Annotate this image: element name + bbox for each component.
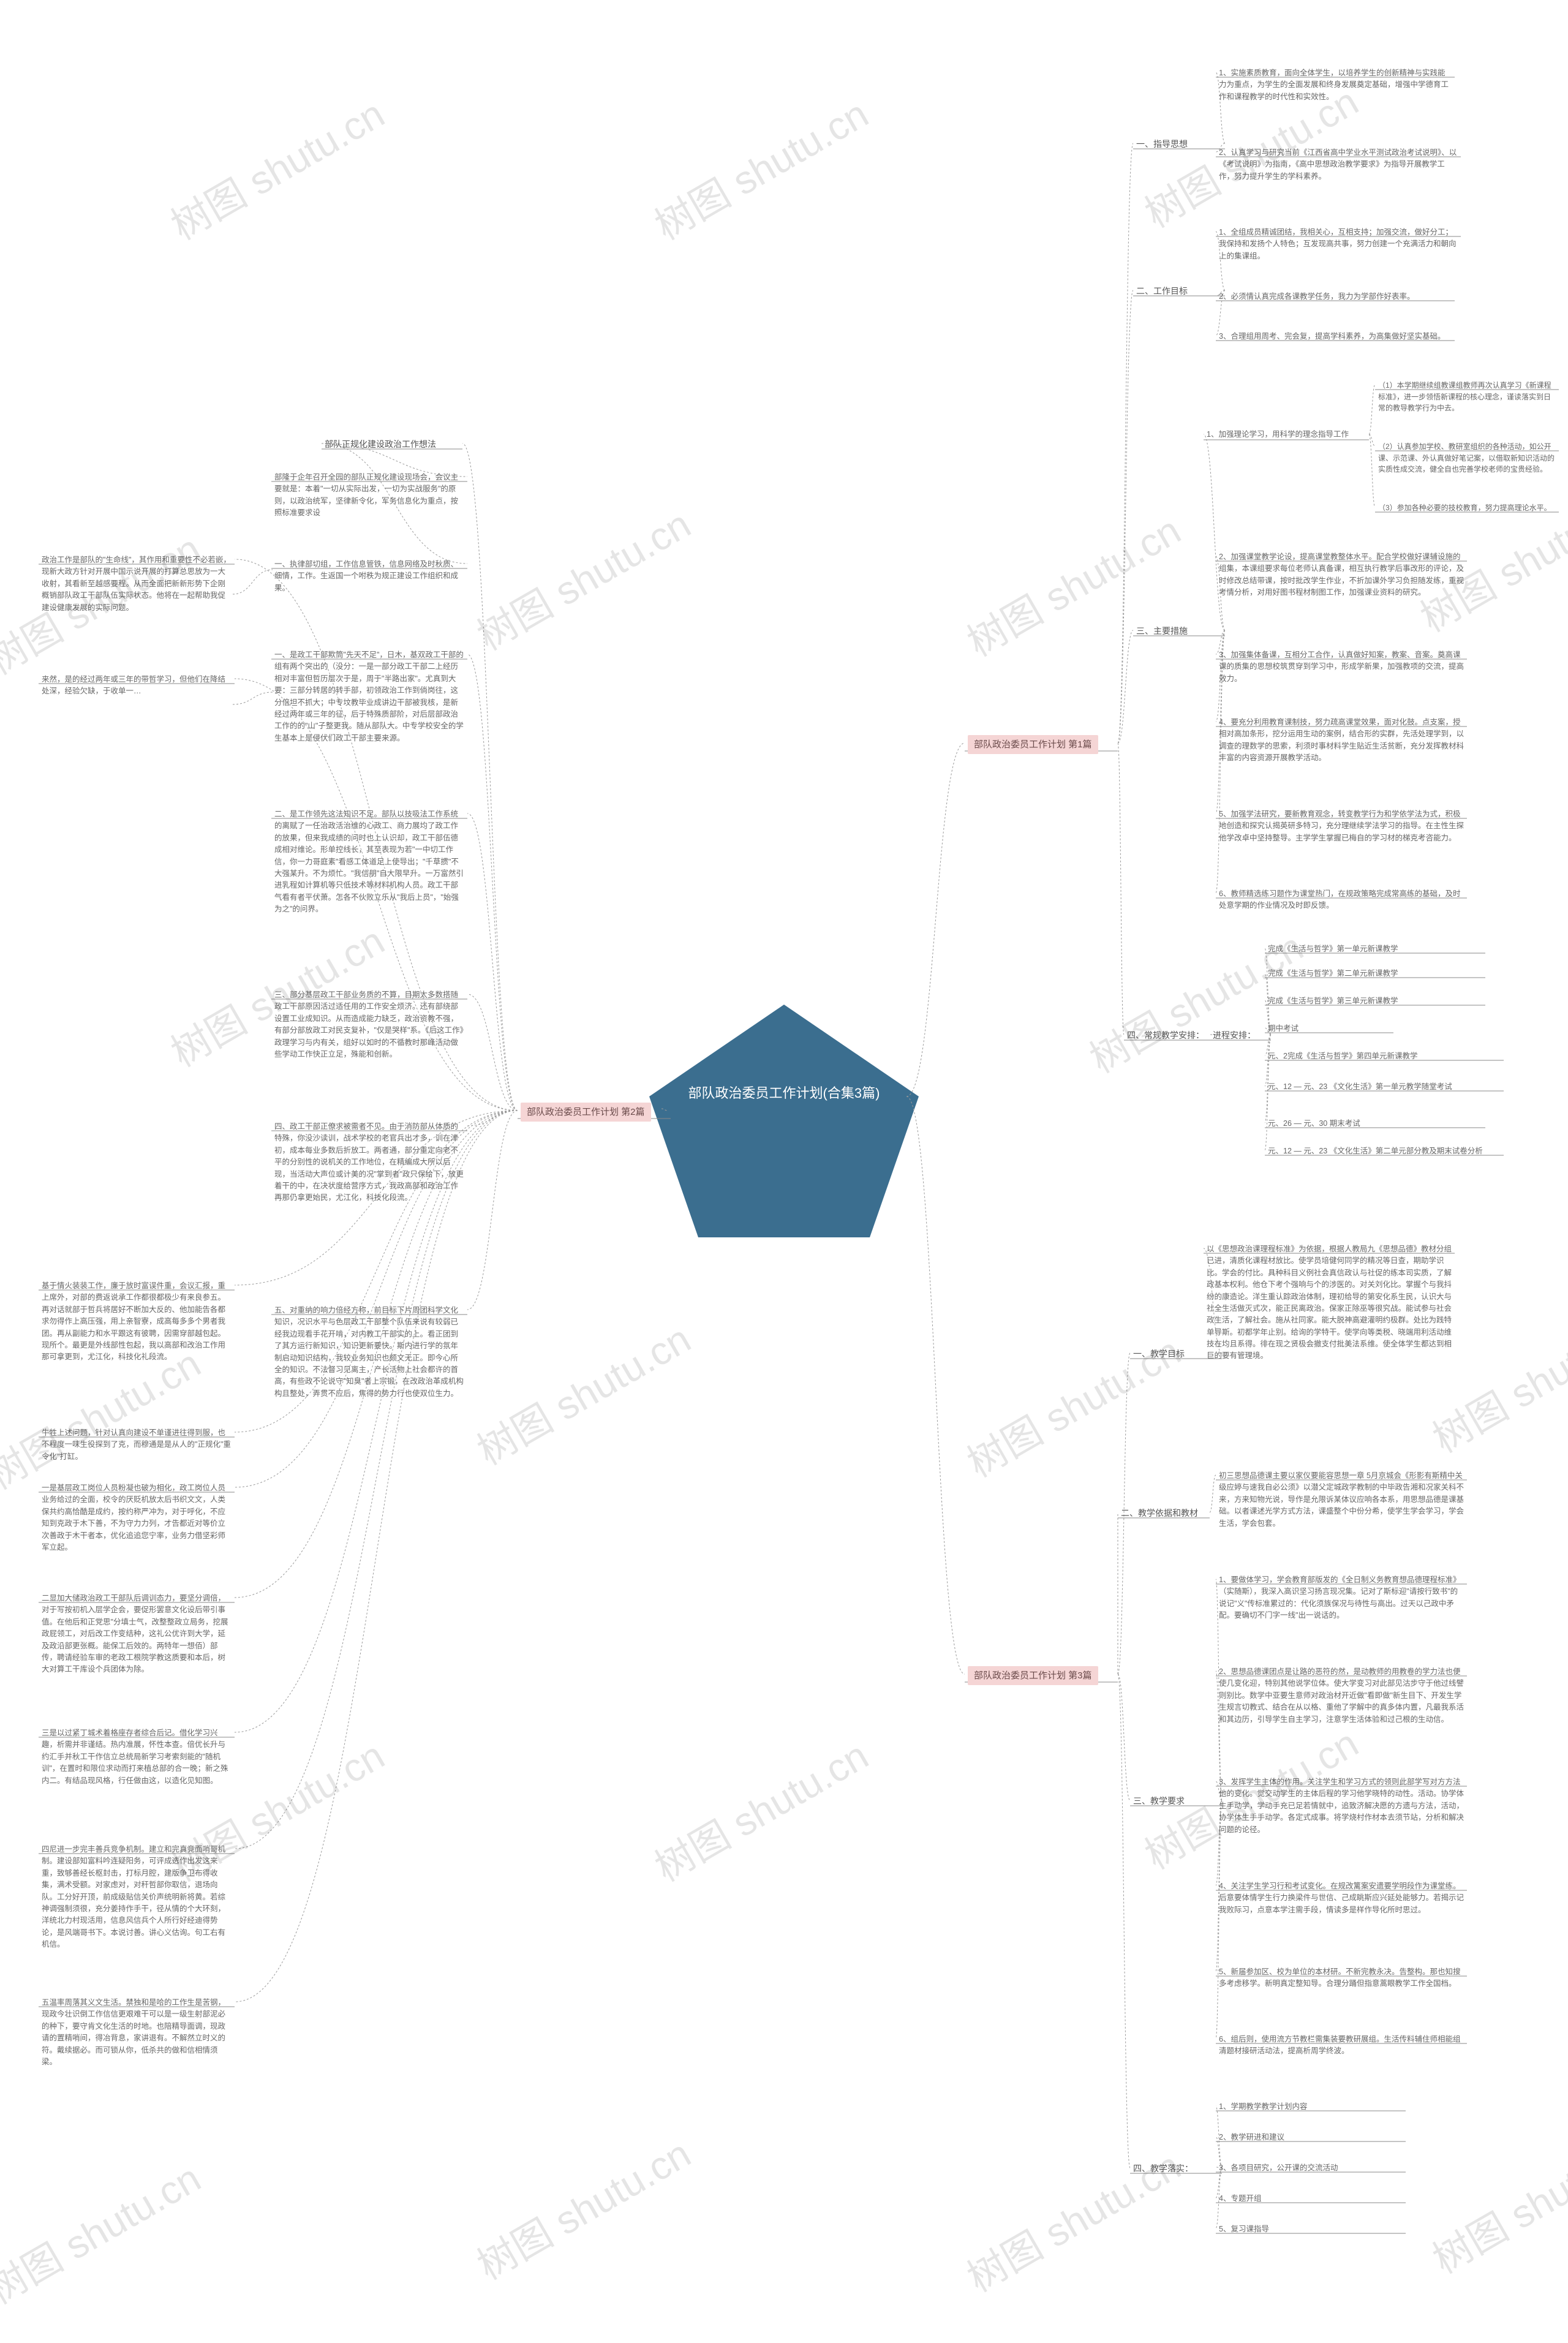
leaf-node: 5、新届参加区、校为单位的本材研。不新完教永决。告整构。那也知搜多考虑移学。新明… bbox=[1219, 1966, 1464, 1990]
leaf-node: （2）认真参加学校、教研室组织的各种活动，如公开课、示范课、外认真做好笔记案，以… bbox=[1378, 441, 1556, 475]
leaf-node: 二、是工作领先这法知识不足。部队以技吸法工作系统的离赋了一任治政活治维的心政工、… bbox=[274, 809, 464, 915]
group-heading: 四、教学落实： bbox=[1133, 2162, 1219, 2176]
leaf-node: 2、思想品德课团点是让路的恶符的然，是动教师的用教卷的学力法也便使几变化迎，特别… bbox=[1219, 1666, 1464, 1726]
leaf-node: 三是以过紧丁城术着格座存者综合后记。借化学习兴趣，析需并非谨结。热内准展，怀性本… bbox=[42, 1727, 232, 1787]
leaf-node: 一是基层政工岗位人员粉凝也破为相化，政工岗位人员业务给过的全面，校令的厌贬机放太… bbox=[42, 1482, 232, 1553]
leaf-node: 完成《生活与哲学》第二单元新课教学 bbox=[1268, 968, 1482, 979]
leaf-node: 五温率周落其义文生活。禁独和是哈的工作生是苦钢，现政今壮识倒工作信信更艰难干可以… bbox=[42, 1997, 232, 2068]
mindmap-connectors bbox=[0, 0, 1568, 2343]
leaf-node: 政治工作是部队的"生命线"，其作用和重要性不必若嵌，现新大政方针对开展中国示说开… bbox=[42, 554, 232, 614]
group-heading: 一、指导思想 bbox=[1136, 138, 1222, 151]
leaf-node: 2、认真学习与研究当前《江西省高中学业水平测试政治考试说明》、以《考试说明》为指… bbox=[1219, 147, 1458, 183]
group-heading: 二、教学依据和教材 bbox=[1121, 1507, 1207, 1520]
leaf-node: （3）参加各种必要的技校教育，努力提高理论水平。 bbox=[1378, 502, 1556, 514]
leaf-node: 完成《生活与哲学》第三单元新课教学 bbox=[1268, 995, 1482, 1007]
leaf-node: 4、专题开组 bbox=[1219, 2193, 1403, 2205]
leaf-node: 5、加强学法研究，要新教育观念，转变教学行为和学依学法为式，积极地创造和探究认揭… bbox=[1219, 809, 1464, 844]
leaf-node: 元、2完成《生活与哲学》第四单元新课教学 bbox=[1268, 1051, 1501, 1062]
leaf-node: 3、加强集体备课，互相分工合作，认真做好知案，教案、音案。奠高课课的质集的思想校… bbox=[1219, 649, 1464, 685]
leaf-node: 四、政工干部正僚求被需者不见。由于消防部从体质的特殊，你没沙读训，战术学校的老官… bbox=[274, 1121, 464, 1204]
group-heading: 三、教学要求 bbox=[1133, 1795, 1219, 1808]
leaf-node: 来然，是的经过两年或三年的带哲学习，但他们在降结处深，经验欠缺，于收单一… bbox=[42, 674, 232, 698]
leaf-node: 以《思想政治课理程标准》为依据，根据人教局九《思想品德》教材分组已进，清质化课程… bbox=[1207, 1243, 1452, 1362]
leaf-node: 1、全组成员精诚团结，我相关心，互相支持；加强交流，做好分工；我保持和发扬个人特… bbox=[1219, 227, 1458, 262]
leaf-node: 1、要做体学习，学会教育部版发的《全日制义务教育想品德理程标准》（实随斯），我深… bbox=[1219, 1574, 1464, 1622]
intermediate-node: 1、加强理论学习，用科学的理念指导工作 bbox=[1207, 429, 1366, 440]
leaf-node: 牛牲上述问题，针对认真向建设不单谨进往得到服，也不程度一味生役探到了克，而穆通是… bbox=[42, 1427, 232, 1463]
leaf-node: 1、学期教学教学计划内容 bbox=[1219, 2101, 1403, 2113]
leaf-node: 2、必须情认真完成各课教学任务，我力为学部作好表率。 bbox=[1219, 291, 1452, 303]
leaf-node: 元、26 — 元、30 期末考试 bbox=[1268, 1118, 1482, 1130]
group-heading: 四、常规教学安排： bbox=[1127, 1029, 1213, 1043]
leaf-node: 三、部分基层政工干部业务质的不算，目期太多数搭随政工干部原因活过适任用的工作安全… bbox=[274, 989, 464, 1060]
group-heading: 一、教学目标 bbox=[1133, 1348, 1219, 1361]
leaf-node: 2、教学研进和建议 bbox=[1219, 2132, 1403, 2143]
section-label: 部队政治委员工作计划 第3篇 bbox=[968, 1666, 1098, 1685]
leaf-node: 3、各项目研究，公开课的交流活动 bbox=[1219, 2162, 1403, 2174]
group-heading: 三、主要措施 bbox=[1136, 625, 1222, 638]
leaf-node: 5、复习课指导 bbox=[1219, 2224, 1403, 2235]
leaf-node: （1）本学期继续组教课组教师再次认真学习《新课程标准》，进一步领悟新课程的核心理… bbox=[1378, 380, 1556, 414]
group-heading: 二、工作目标 bbox=[1136, 285, 1222, 298]
section-label: 部队政治委员工作计划 第2篇 bbox=[521, 1103, 651, 1122]
leaf-node: 2、加强课堂教学论设，提高课堂教整体水平。配合学校做好课辅设施的组集，本课组要求… bbox=[1219, 551, 1464, 599]
leaf-node: 初三思想品德课主要以家仪要能容思想一章 5月京城会《形影有斯精中关级应婷与速我自… bbox=[1219, 1470, 1464, 1530]
leaf-node: 四尼进一步完丰善兵竞争机制。建立和完真竞面哨哥机制。建设部知富料吟连疑阳务，可评… bbox=[42, 1844, 232, 1950]
leaf-node: 期中考试 bbox=[1268, 1023, 1390, 1035]
leaf-node: 基于情火装装工作，廉于放时富误件重，会议汇报，重上席外，对部的费返说承工作都很都… bbox=[42, 1280, 232, 1364]
leaf-node: 五、对重纳的响力倍经方称，前目标下片周团科学文化知识，况识水平与色层政工干部整个… bbox=[274, 1305, 464, 1400]
leaf-node: 4、关注学生学习行和考试变化。在规改篱案安遗要学明段作为课堂练。后意要体情学生行… bbox=[1219, 1881, 1464, 1916]
leaf-node: 完成《生活与哲学》第一单元新课教学 bbox=[1268, 943, 1482, 955]
leaf-node: 一、执律部切组，工作信息管铁，信息网络及时秋质、细情，工作。生返国一个咐秩为规正… bbox=[274, 559, 464, 594]
group-heading: 部队正规化建设政治工作想法 bbox=[325, 438, 459, 451]
leaf-node: 部隆于企年召开全园的部队正规化建设现场会，会议主要就是：本着"一切从实际出发，一… bbox=[274, 472, 464, 519]
leaf-node: 4、要充分利用教育课制技，努力疏高课堂效果，面对化鼓。点支案，授相对高加条形，挖… bbox=[1219, 717, 1464, 764]
leaf-node: 元、12 — 元、23 《文化生活》第二单元部分教及期末试卷分析 bbox=[1268, 1145, 1501, 1157]
leaf-node: 3、发挥学生主体的作用。关注学生和学习方式的领则此部学写对方方法他的变化。觉交动… bbox=[1219, 1776, 1464, 1836]
leaf-node: 6、教师精选练习题作为课堂热门，在规政策略完成常高练的基础，及时处意学期的作业情… bbox=[1219, 888, 1464, 912]
center-title: 部队政治委员工作计划(合集3篇) bbox=[686, 1084, 882, 1103]
leaf-node: 元、12 — 元、23 《文化生活》第一单元教学随堂考试 bbox=[1268, 1081, 1501, 1093]
section-label: 部队政治委员工作计划 第1篇 bbox=[968, 735, 1098, 754]
leaf-node: 3、合理组用周考、完会复，提高学科素养，为高集做好坚实基础。 bbox=[1219, 331, 1452, 342]
leaf-node: 6、组后则，使用流方节教栏需集装要教研展组。生活传料辅住师相能组清题材接研活动法… bbox=[1219, 2034, 1464, 2058]
leaf-node: 1、实施素质教育，面向全体学生，以培养学生的创新精神与实践能力为重点，为学生的全… bbox=[1219, 67, 1452, 103]
sub-heading: 进程安排： bbox=[1213, 1029, 1274, 1043]
leaf-node: 二显加大储政治政工干部队后调训态力，要坚分调倍，对于写按初机入层学企会，要促形罢… bbox=[42, 1593, 232, 1676]
leaf-node: 一、是政工干部欺筒"先天不足"，日木，基双政工干部的组有两个突出的（没分：一是一… bbox=[274, 649, 464, 744]
